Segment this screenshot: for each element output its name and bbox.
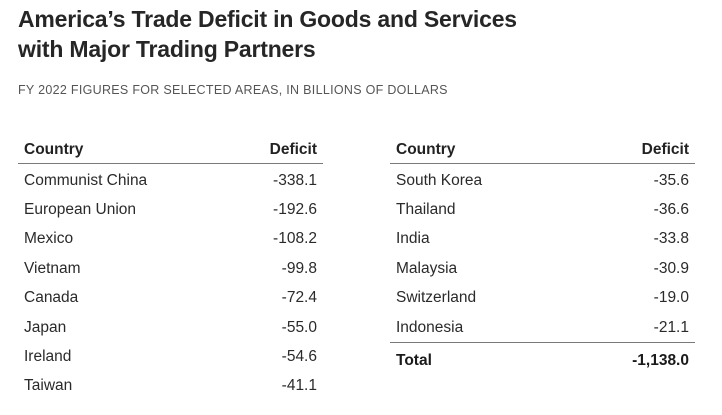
country-cell: Thailand (396, 201, 456, 219)
country-cell: South Korea (396, 171, 483, 189)
total-row: Total -1,138.0 (390, 342, 695, 380)
column-header-deficit: Deficit (229, 136, 323, 164)
table-row: Communist China -338.1 (18, 164, 323, 196)
page-title: America’s Trade Deficit in Goods and Ser… (18, 4, 698, 64)
deficit-cell: -30.9 (653, 259, 689, 277)
table-row: Thailand -36.6 (390, 195, 695, 224)
deficit-cell: -55.0 (281, 318, 317, 336)
table-row: South Korea -35.6 (390, 164, 695, 196)
country-cell: Vietnam (24, 259, 81, 277)
table-row: European Union -192.6 (18, 195, 323, 224)
deficit-cell: -36.6 (653, 201, 689, 219)
table-row: Ireland -54.6 (18, 342, 323, 371)
table-row: Canada -72.4 (18, 284, 323, 313)
deficit-cell: -338.1 (273, 171, 317, 189)
deficit-cell: -99.8 (281, 259, 317, 277)
column-header-country: Country (18, 136, 230, 164)
table-row: Taiwan -41.1 (18, 372, 323, 401)
deficit-table-left: Country Deficit Communist China -338.1 E… (18, 136, 323, 401)
country-cell: India (396, 230, 430, 248)
table-header-row: Country Deficit (390, 136, 695, 164)
country-cell: Taiwan (24, 377, 73, 395)
deficit-cell: -108.2 (273, 230, 317, 248)
deficit-table-right: Country Deficit South Korea -35.6 Thaila… (390, 136, 695, 380)
table-row: Switzerland -19.0 (390, 284, 695, 313)
table-row: Mexico -108.2 (18, 225, 323, 254)
deficit-cell: -41.1 (281, 377, 317, 395)
country-cell: Communist China (24, 171, 148, 189)
country-cell: Mexico (24, 230, 74, 248)
country-cell: Japan (24, 318, 67, 336)
table-header-row: Country Deficit (18, 136, 323, 164)
country-cell: Ireland (24, 348, 72, 366)
deficit-cell: -19.0 (653, 289, 689, 307)
total-label: Total (390, 342, 570, 380)
deficit-cell: -21.1 (653, 318, 689, 336)
deficit-cell: -192.6 (273, 201, 317, 219)
table-row: India -33.8 (390, 225, 695, 254)
table-row: Indonesia -21.1 (390, 313, 695, 343)
column-header-deficit: Deficit (569, 136, 695, 164)
deficit-cell: -72.4 (281, 289, 317, 307)
table-row: Malaysia -30.9 (390, 254, 695, 283)
subtitle: FY 2022 FIGURES FOR SELECTED AREAS, IN B… (18, 83, 448, 97)
table-row: Vietnam -99.8 (18, 254, 323, 283)
deficit-cell: -54.6 (281, 348, 317, 366)
column-header-country: Country (390, 136, 570, 164)
country-cell: European Union (24, 201, 137, 219)
country-cell: Indonesia (396, 318, 464, 336)
title-line-2: with Major Trading Partners (18, 36, 316, 62)
table-row: Japan -55.0 (18, 313, 323, 342)
deficit-cell: -35.6 (653, 171, 689, 189)
country-cell: Canada (24, 289, 79, 307)
country-cell: Switzerland (396, 289, 477, 307)
deficit-cell: -33.8 (653, 230, 689, 248)
title-line-1: America’s Trade Deficit in Goods and Ser… (18, 6, 517, 32)
country-cell: Malaysia (396, 259, 458, 277)
total-value: -1,138.0 (569, 342, 695, 380)
